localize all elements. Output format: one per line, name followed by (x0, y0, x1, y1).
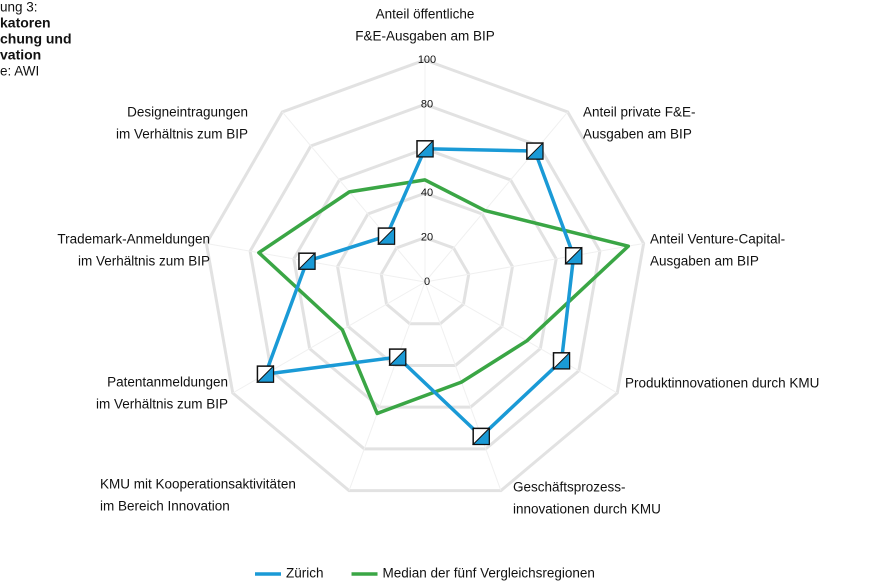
legend-label: Median der fünf Vergleichsregionen (383, 566, 595, 581)
marker-fill (525, 141, 544, 160)
category-label: Anteil Venture-Capital- (650, 232, 785, 247)
grid-ring (248, 102, 602, 451)
grid-ring (335, 191, 515, 367)
category-label: Patentanmeldungen (107, 375, 228, 390)
marker-fill (471, 427, 490, 445)
spoke (424, 111, 569, 283)
category-label: Ausgaben am BIP (650, 254, 759, 269)
marker-fill (552, 351, 571, 370)
category-label: Anteil private F&E- (583, 105, 696, 120)
category-label: Trademark-Anmeldungen (57, 232, 210, 247)
heading-line: katoren (0, 15, 51, 31)
heading-line: ung 3: (0, 0, 38, 15)
spoke (281, 111, 426, 283)
marker (525, 141, 544, 160)
marker-fill (564, 246, 583, 265)
tick-label: 40 (421, 187, 433, 199)
marker (415, 139, 434, 158)
grid-ring (379, 236, 471, 326)
category-label: Geschäftsprozess- (513, 480, 626, 495)
category-label: Produktinnovationen durch KMU (625, 376, 819, 391)
tick-label: 100 (418, 54, 436, 66)
spoke (424, 281, 618, 394)
marker (297, 251, 316, 270)
marker (388, 347, 407, 366)
legend-label: Zürich (286, 566, 324, 581)
heading-line: vation (0, 47, 41, 63)
category-label: Ausgaben am BIP (583, 127, 692, 142)
heading-line: chung und (0, 31, 72, 47)
series-line (257, 178, 631, 416)
marker (471, 427, 490, 446)
category-label: im Verhältnis zum BIP (96, 397, 228, 412)
marker-fill (256, 364, 274, 383)
category-label: Designeintragungen (127, 105, 248, 120)
marker-fill (415, 139, 434, 158)
marker (552, 351, 571, 370)
marker (377, 226, 396, 245)
category-label: Anteil öffentliche (376, 7, 475, 22)
category-label: innovationen durch KMU (513, 502, 661, 517)
category-label: im Verhältnis zum BIP (116, 127, 248, 142)
heading-line: e: AWI (0, 64, 39, 79)
marker-fill (377, 226, 395, 245)
series-line (263, 147, 576, 439)
spoke (424, 242, 644, 283)
spoke (424, 281, 502, 491)
tick-label: 0 (424, 276, 430, 288)
marker-fill (297, 251, 316, 270)
category-label: F&E-Ausgaben am BIP (355, 29, 495, 44)
marker-fill (388, 347, 407, 366)
tick-label: 80 (421, 98, 433, 110)
grid-ring (292, 147, 558, 409)
marker (256, 364, 275, 383)
grid-ring (204, 58, 646, 493)
category-label: KMU mit Kooperationsaktivitäten (100, 477, 296, 492)
category-label: im Verhältnis zum BIP (78, 254, 210, 269)
spoke (348, 281, 426, 491)
marker (564, 246, 583, 265)
category-label: im Bereich Innovation (100, 499, 230, 514)
tick-label: 20 (421, 232, 433, 244)
